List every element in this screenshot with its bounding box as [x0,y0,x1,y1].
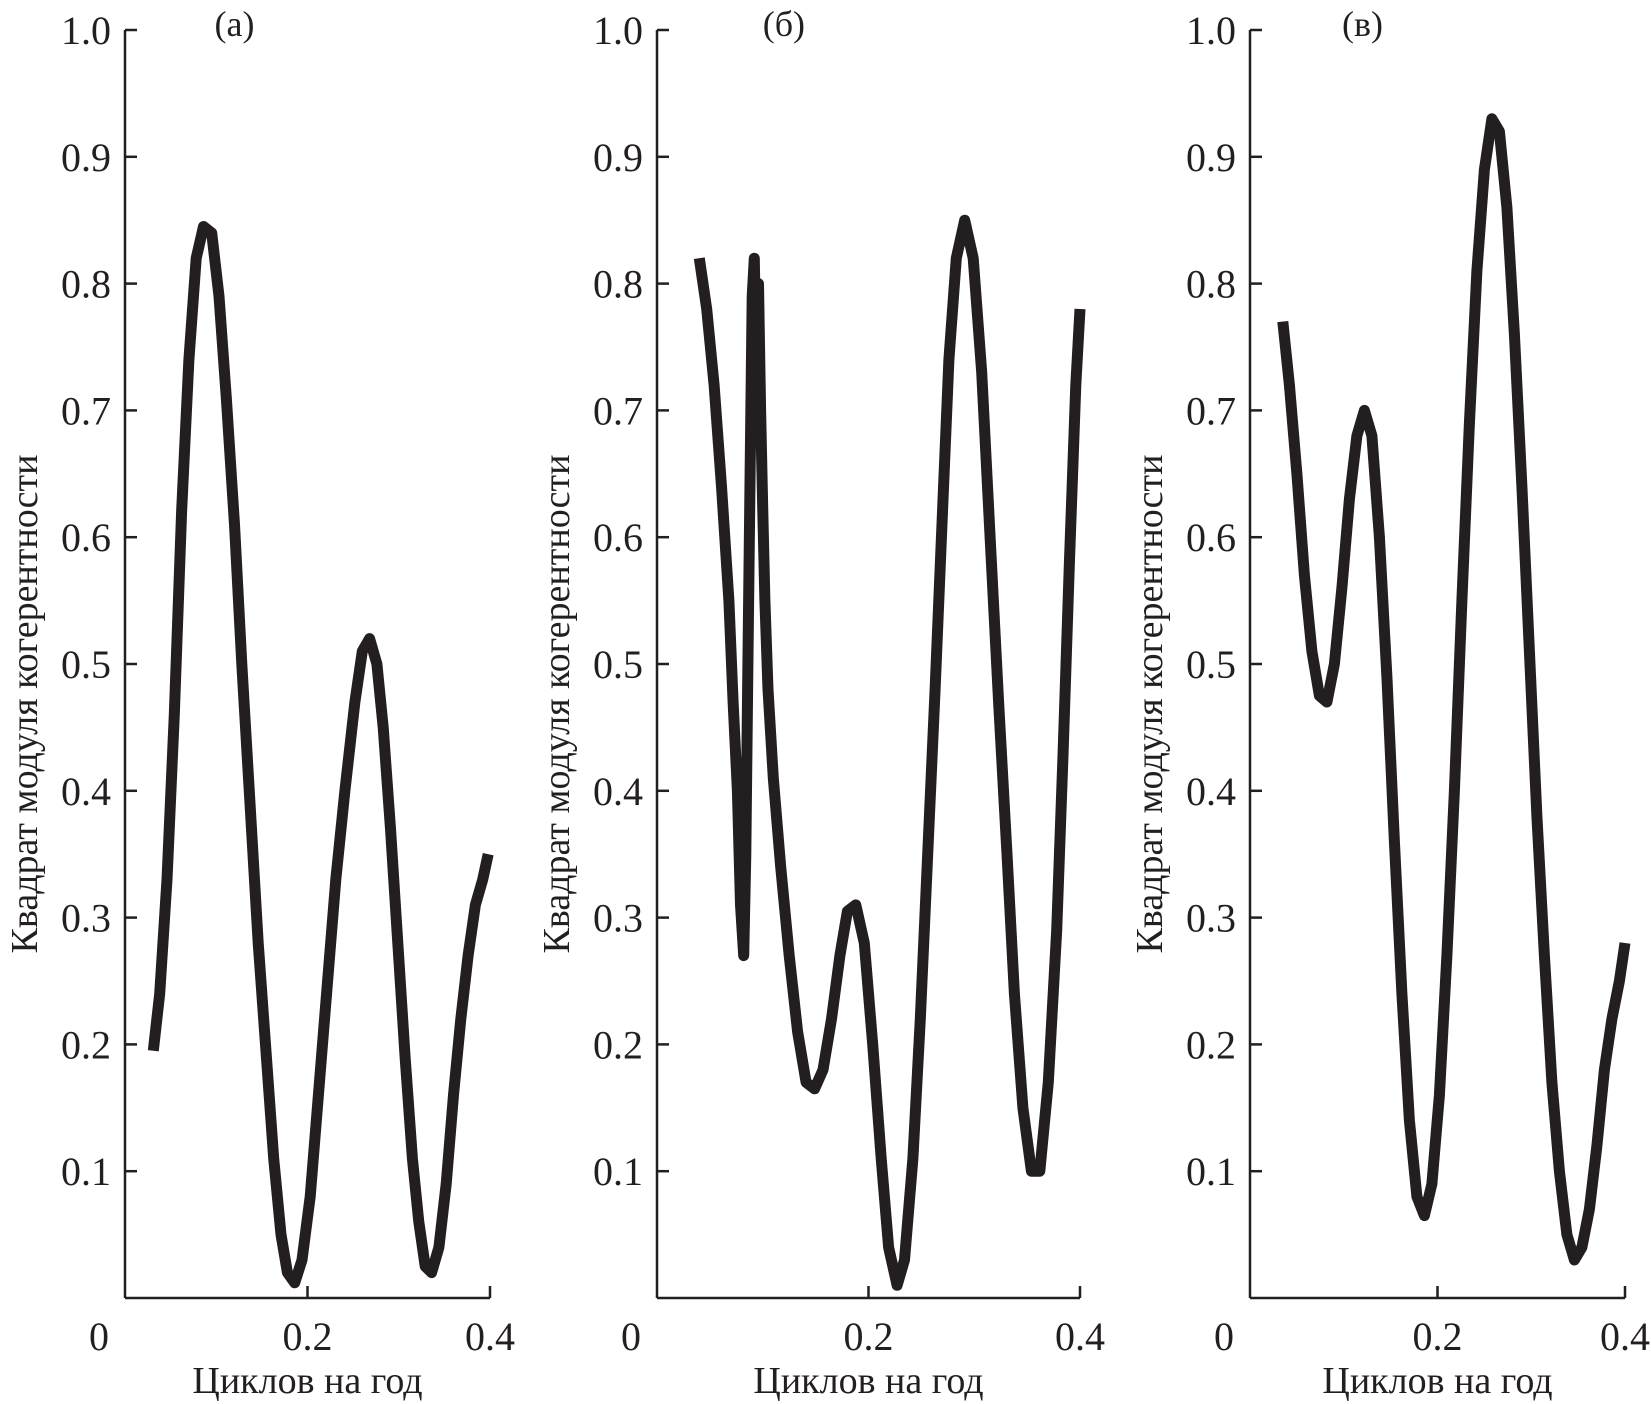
x-tick-label: 0 [1214,1314,1234,1359]
chart-panel-3: 0.1 0.2 0.3 0.4 0.5 0.6 0.7 0.8 0.9 1.0 0 0.2 0.4 (в)… [1129,4,1650,1402]
y-tick-label: 0.8 [61,262,111,307]
y-tick-label: 0.3 [61,896,111,941]
y-axis-title: Квадрат модуля когерентности [4,455,46,954]
y-tick-label: 0.9 [61,135,111,180]
y-tick-label: 0.7 [593,388,643,433]
x-tick-label: 0.2 [283,1314,333,1359]
panel-label: (в) [1342,4,1383,44]
x-tick-label: 0.4 [1600,1314,1650,1359]
x-axis-title: Циклов на год [192,1360,422,1402]
y-tick-label: 1.0 [1186,8,1236,53]
y-tick-label: 0.6 [593,515,643,560]
y-axis-title: Квадрат модуля когерентности [1129,455,1171,954]
x-axis-title: Циклов на год [753,1360,983,1402]
x-tick-label: 0 [89,1314,109,1359]
y-tick-label: 0.8 [593,262,643,307]
coherence-line [147,221,494,1289]
coherence-line [693,214,1086,1291]
y-tick-label: 1.0 [61,8,111,53]
y-tick-label: 0.1 [61,1149,111,1194]
y-tick-label: 0.1 [1186,1149,1236,1194]
y-tick-label: 1.0 [593,8,643,53]
y-tick-label: 0.8 [1186,262,1236,307]
y-tick-label: 0.3 [1186,896,1236,941]
y-tick-label: 0.2 [593,1022,643,1067]
y-tick-label: 0.5 [1186,642,1236,687]
x-tick-label: 0.2 [844,1314,894,1359]
x-tick-label: 0.4 [1055,1314,1105,1359]
y-axis-title: Квадрат модуля когерентности [536,455,578,954]
y-tick-label: 0.9 [1186,135,1236,180]
x-tick-label: 0.2 [1413,1314,1463,1359]
panel-label: (а) [215,4,255,44]
x-axis-title: Циклов на год [1322,1360,1552,1402]
y-tick-label: 0.6 [61,515,111,560]
y-tick-label: 0.6 [1186,515,1236,560]
chart-panel-1: 0.1 0.2 0.3 0.4 0.5 0.6 0.7 0.8 0.9 1.0 0 0.2 0.4 (а)… [4,4,515,1402]
y-tick-label: 0.4 [1186,769,1236,814]
x-tick-label: 0.4 [465,1314,515,1359]
y-tick-label: 0.2 [1186,1022,1236,1067]
y-tick-label: 0.4 [593,769,643,814]
y-tick-label: 0.3 [593,896,643,941]
y-tick-label: 0.9 [593,135,643,180]
y-tick-label: 0.7 [1186,388,1236,433]
y-tick-label: 0.1 [593,1149,643,1194]
y-tick-label: 0.2 [61,1022,111,1067]
y-tick-label: 0.7 [61,388,111,433]
coherence-line [1277,113,1631,1266]
y-tick-label: 0.5 [61,642,111,687]
y-tick-label: 0.5 [593,642,643,687]
x-tick-label: 0 [621,1314,641,1359]
chart-panel-2: 0.1 0.2 0.3 0.4 0.5 0.6 0.7 0.8 0.9 1.0 0 0.2 0.4 (б)… [536,4,1105,1402]
y-tick-label: 0.4 [61,769,111,814]
panel-label: (б) [763,4,805,44]
